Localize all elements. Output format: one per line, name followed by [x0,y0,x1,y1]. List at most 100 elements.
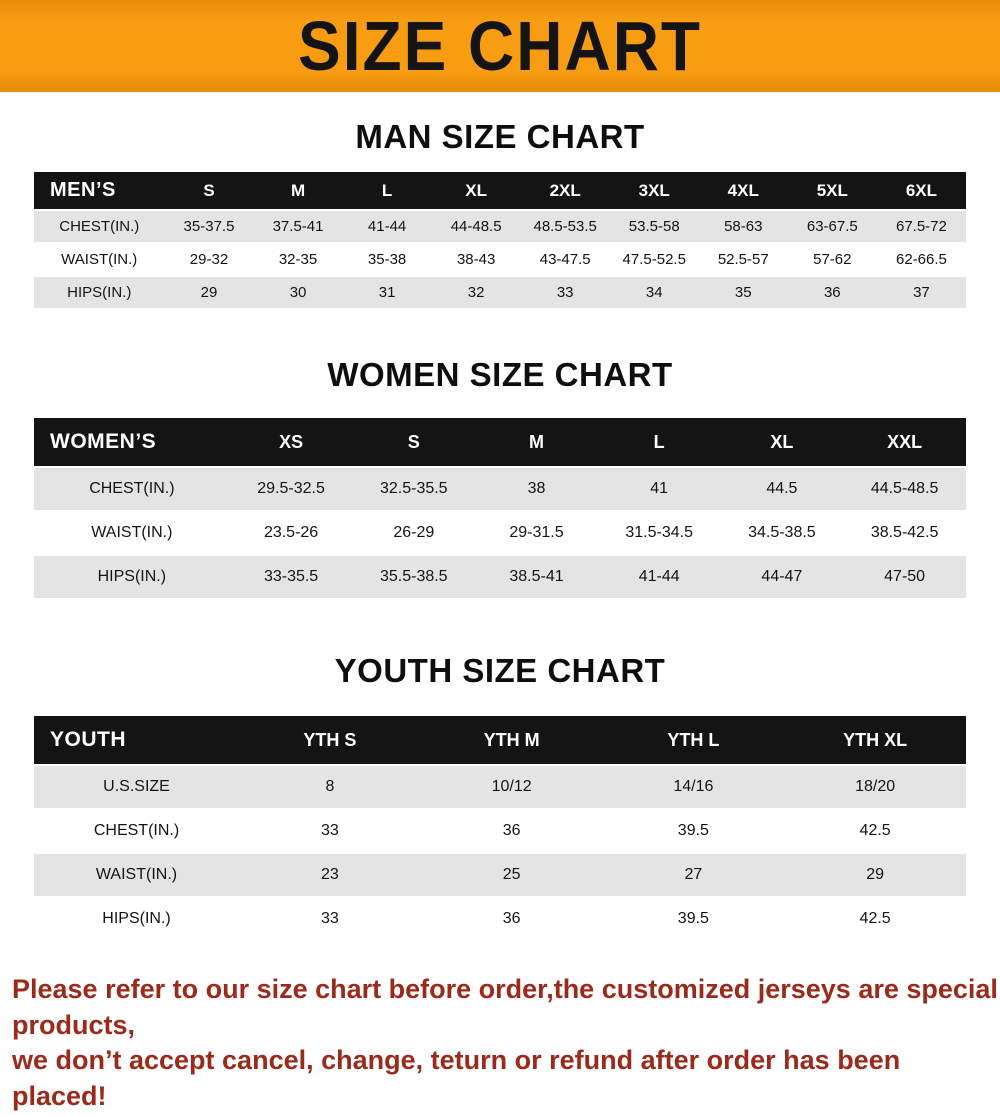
column-header-cell: 5XL [787,172,877,209]
table-row: WAIST(IN.) 23.5-26 26-29 29-31.5 31.5-34.5 34… [34,512,966,554]
row-label-cell: WAIST(IN.) [34,854,240,896]
youth-size-table-container: YOUTH YTH S YTH M YTH L YTH XL U.S.SIZE 8 10/12… [34,714,966,942]
value-cell: 35-38 [342,244,432,275]
row-label-cell: WAIST(IN.) [34,244,165,275]
value-cell: 29-32 [164,244,254,275]
value-cell: 44.5-48.5 [843,468,966,510]
value-cell: 48.5-53.5 [520,211,610,242]
value-cell: 39.5 [602,810,785,852]
column-header-cell: M [475,418,598,466]
value-cell: 38 [475,468,598,510]
value-cell: 23 [239,854,421,896]
value-cell: 30 [253,277,343,308]
value-cell: 37 [876,277,966,308]
value-cell: 32.5-35.5 [352,468,476,510]
value-cell: 35-37.5 [164,211,254,242]
value-cell: 25 [420,854,603,896]
value-cell: 41-44 [342,211,432,242]
value-cell: 8 [239,766,421,808]
row-label-cell: U.S.SIZE [34,766,240,808]
value-cell: 29 [164,277,254,308]
table-title-cell: YOUTH [34,716,240,764]
column-header-cell: L [597,418,721,466]
table-header-row: WOMEN’S XS S M L XL XXL [34,418,966,466]
value-cell: 33 [520,277,610,308]
value-cell: 33-35.5 [229,556,353,598]
table-row: CHEST(IN.) 29.5-32.5 32.5-35.5 38 41 44.5 44.5… [34,468,966,510]
value-cell: 18/20 [784,766,966,808]
table-row: CHEST(IN.) 33 36 39.5 42.5 [34,810,966,852]
value-cell: 27 [602,854,785,896]
value-cell: 33 [239,810,421,852]
women-section-title: WOMEN SIZE CHART [327,356,673,393]
size-chart-banner: SIZE CHART [0,0,1000,92]
column-header-cell: YTH M [420,716,603,764]
value-cell: 37.5-41 [253,211,343,242]
row-label-cell: CHEST(IN.) [34,211,165,242]
row-label-cell: HIPS(IN.) [34,898,240,940]
column-header-cell: YTH S [239,716,421,764]
value-cell: 10/12 [420,766,603,808]
column-header-cell: YTH XL [784,716,966,764]
column-header-cell: XS [229,418,353,466]
youth-section-title: YOUTH SIZE CHART [334,652,666,689]
men-size-table-container: MEN’S S M L XL 2XL 3XL 4XL 5XL 6XL CHEST(IN.) 35-37… [34,170,966,310]
column-header-cell: XXL [843,418,966,466]
table-row: U.S.SIZE 8 10/12 14/16 18/20 [34,766,966,808]
table-title-cell: MEN’S [34,172,165,209]
women-size-table-container: WOMEN’S XS S M L XL XXL CHEST(IN.) 29.5-32.5 32.5… [34,416,966,600]
size-table: YOUTH YTH S YTH M YTH L YTH XL U.S.SIZE 8 10/12… [34,714,966,942]
value-cell: 34.5-38.5 [720,512,844,554]
table-row: HIPS(IN.) 29 30 31 32 33 34 35 36 37 [34,277,966,308]
value-cell: 14/16 [602,766,785,808]
value-cell: 44-48.5 [431,211,521,242]
table-title-cell: WOMEN’S [34,418,230,466]
value-cell: 32-35 [253,244,343,275]
column-header-cell: S [352,418,476,466]
value-cell: 36 [420,898,603,940]
column-header-cell: S [164,172,254,209]
value-cell: 26-29 [352,512,476,554]
value-cell: 52.5-57 [698,244,788,275]
value-cell: 47.5-52.5 [609,244,699,275]
men-section-title: MAN SIZE CHART [355,118,645,155]
value-cell: 32 [431,277,521,308]
column-header-cell: 4XL [698,172,788,209]
size-table: WOMEN’S XS S M L XL XXL CHEST(IN.) 29.5-32.5 32.5… [34,416,966,600]
value-cell: 42.5 [784,898,966,940]
size-table: MEN’S S M L XL 2XL 3XL 4XL 5XL 6XL CHEST(IN.) 35-37… [34,170,966,310]
women-size-section: WOMEN SIZE CHART WOMEN’S XS S M L XL XXL CHEST(… [0,356,1000,600]
value-cell: 38.5-42.5 [843,512,966,554]
value-cell: 41 [597,468,721,510]
table-row: CHEST(IN.) 35-37.5 37.5-41 41-44 44-48.5 48.5… [34,211,966,242]
value-cell: 34 [609,277,699,308]
column-header-cell: XL [720,418,844,466]
value-cell: 23.5-26 [229,512,353,554]
disclaimer-line-2: we don’t accept cancel, change, teturn o… [12,1045,901,1111]
table-header-row: YOUTH YTH S YTH M YTH L YTH XL [34,716,966,764]
value-cell: 29 [784,854,966,896]
column-header-cell: 6XL [876,172,966,209]
column-header-cell: 2XL [520,172,610,209]
row-label-cell: WAIST(IN.) [34,512,230,554]
value-cell: 47-50 [843,556,966,598]
value-cell: 33 [239,898,421,940]
table-row: HIPS(IN.) 33 36 39.5 42.5 [34,898,966,940]
disclaimer-line-1: Please refer to our size chart before or… [12,974,998,1040]
value-cell: 57-62 [787,244,877,275]
table-row: HIPS(IN.) 33-35.5 35.5-38.5 38.5-41 41-44 44-… [34,556,966,598]
value-cell: 29-31.5 [475,512,598,554]
banner-title: SIZE CHART [298,7,702,85]
value-cell: 67.5-72 [876,211,966,242]
value-cell: 41-44 [597,556,721,598]
value-cell: 31 [342,277,432,308]
column-header-cell: YTH L [602,716,785,764]
row-label-cell: CHEST(IN.) [34,810,240,852]
column-header-cell: XL [431,172,521,209]
value-cell: 63-67.5 [787,211,877,242]
value-cell: 36 [787,277,877,308]
men-size-section: MAN SIZE CHART MEN’S S M L XL 2XL 3XL 4XL 5XL 6XL… [0,118,1000,310]
column-header-cell: L [342,172,432,209]
value-cell: 35 [698,277,788,308]
value-cell: 39.5 [602,898,785,940]
